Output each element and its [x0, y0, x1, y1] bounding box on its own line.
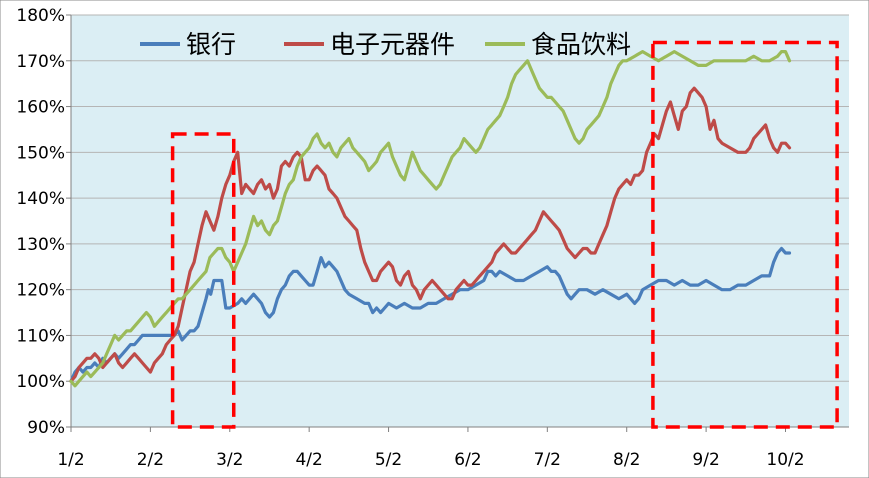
highlight-boxes: [170, 40, 839, 429]
series-line: [69, 86, 792, 383]
y-tick-label: 170%: [16, 52, 65, 72]
y-tick-label: 110%: [16, 326, 65, 346]
legend-label: 电子元器件: [330, 30, 455, 59]
y-tick-label: 120%: [16, 281, 65, 301]
x-tick-label: 10/2: [766, 450, 804, 470]
x-tick-label: 5/2: [375, 450, 402, 470]
gridlines: [71, 14, 849, 428]
x-tick-label: 8/2: [613, 450, 640, 470]
y-tick-label: 100%: [16, 372, 65, 392]
y-tick-label: 140%: [16, 189, 65, 209]
legend: 银行 电子元器件 食品饮料: [140, 30, 631, 59]
y-tick-label: 150%: [16, 143, 65, 163]
x-tick-label: 7/2: [534, 450, 561, 470]
highlight-box: [651, 40, 839, 429]
y-tick-label: 160%: [16, 98, 65, 118]
legend-label: 食品饮料: [531, 30, 631, 59]
y-axis: 90% 100% 110% 120% 130% 140% 150% 160% 170% 180%: [16, 6, 72, 438]
x-tick-label: 4/2: [295, 450, 322, 470]
legend-label: 银行: [186, 30, 236, 59]
y-tick-label: 180%: [16, 6, 65, 26]
y-tick-label: 90%: [27, 418, 65, 438]
x-tick-label: 9/2: [692, 450, 719, 470]
x-tick-label: 6/2: [454, 450, 481, 470]
x-tick-label: 1/2: [57, 450, 84, 470]
series-line: [69, 50, 792, 388]
highlight-box: [170, 132, 236, 429]
y-tick-label: 130%: [16, 235, 65, 255]
plot-area: [71, 15, 849, 427]
x-tick-label: 2/2: [137, 450, 164, 470]
x-tick-label: 3/2: [216, 450, 243, 470]
